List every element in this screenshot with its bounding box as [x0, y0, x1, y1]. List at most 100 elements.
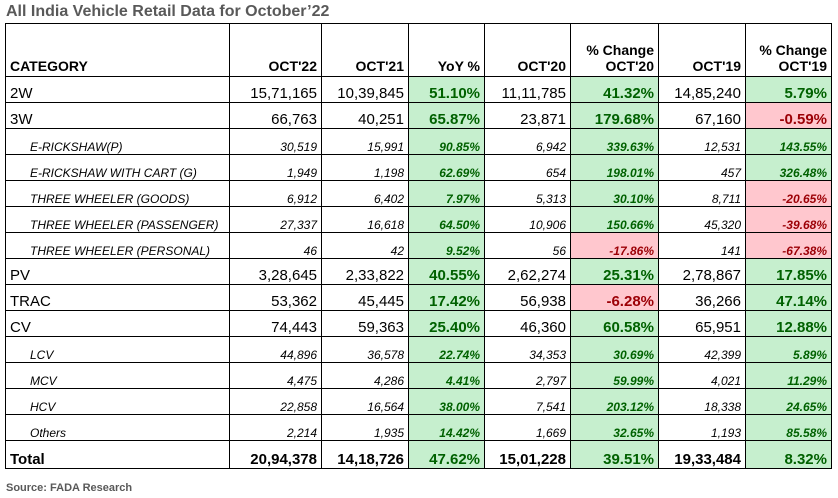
header-oct22: OCT'22 [229, 23, 322, 77]
header-row: CATEGORY OCT'22 OCT'21 YoY % OCT'20 % Ch… [5, 23, 832, 77]
cell-category: THREE WHEELER (PERSONAL) [5, 232, 230, 259]
cell-oct19: 36,266 [658, 284, 746, 311]
cell-change-oct20: -6.28% [570, 284, 659, 311]
cell-oct19: 12,531 [658, 128, 746, 155]
header-oct20: OCT'20 [484, 23, 571, 77]
cell-change-oct20: 203.12% [570, 388, 659, 415]
cell-change-oct20: 150.66% [570, 206, 659, 233]
table-row: MCV 4,475 4,286 4.41% 2,797 59.99% 4,021 11.29% [5, 362, 832, 389]
cell-change-oct19: 5.89% [745, 336, 832, 363]
cell-yoy: 9.52% [408, 232, 485, 259]
table-row: THREE WHEELER (PERSONAL) 46 42 9.52% 56 -17.8… [5, 232, 832, 259]
cell-category: 3W [5, 102, 230, 129]
cell-oct21: 36,578 [321, 336, 409, 363]
cell-change-oct20: 339.63% [570, 128, 659, 155]
cell-oct20: 2,62,274 [484, 258, 571, 285]
cell-oct21: 16,618 [321, 206, 409, 233]
header-oct21: OCT'21 [321, 23, 409, 77]
cell-oct21: 16,564 [321, 388, 409, 415]
cell-change-oct19: 5.79% [745, 76, 832, 103]
cell-oct20: 1,669 [484, 414, 571, 441]
cell-oct19: 42,399 [658, 336, 746, 363]
cell-oct22: 4,475 [229, 362, 322, 389]
table-row: E-RICKSHAW(P) 30,519 15,991 90.85% 6,942 339.… [5, 128, 832, 155]
cell-oct19: 18,338 [658, 388, 746, 415]
cell-oct21: 6,402 [321, 180, 409, 207]
cell-change-oct19: -39.68% [745, 206, 832, 233]
cell-change-oct20: -17.86% [570, 232, 659, 259]
header-oct19: OCT'19 [658, 23, 746, 77]
cell-oct20: 7,541 [484, 388, 571, 415]
cell-oct20: 15,01,228 [484, 440, 571, 469]
cell-oct20: 654 [484, 154, 571, 181]
cell-category: TRAC [5, 284, 230, 311]
cell-change-oct20: 41.32% [570, 76, 659, 103]
cell-change-oct19: 326.48% [745, 154, 832, 181]
cell-yoy: 4.41% [408, 362, 485, 389]
table-title: All India Vehicle Retail Data for Octobe… [6, 3, 330, 20]
cell-yoy: 22.74% [408, 336, 485, 363]
cell-change-oct19: -20.65% [745, 180, 832, 207]
cell-category: CV [5, 310, 230, 337]
cell-oct21: 15,991 [321, 128, 409, 155]
cell-yoy: 40.55% [408, 258, 485, 285]
cell-oct20: 34,353 [484, 336, 571, 363]
cell-oct22: 66,763 [229, 102, 322, 129]
cell-yoy: 90.85% [408, 128, 485, 155]
cell-category: HCV [5, 388, 230, 415]
cell-oct22: 53,362 [229, 284, 322, 311]
cell-yoy: 38.00% [408, 388, 485, 415]
cell-oct22: 2,214 [229, 414, 322, 441]
cell-oct19: 457 [658, 154, 746, 181]
cell-oct21: 14,18,726 [321, 440, 409, 469]
source-note: Source: FADA Research [6, 482, 133, 494]
cell-oct22: 20,94,378 [229, 440, 322, 469]
header-category: CATEGORY [5, 23, 230, 77]
cell-category: 2W [5, 76, 230, 103]
cell-yoy: 47.62% [408, 440, 485, 469]
table-row: Others 2,214 1,935 14.42% 1,669 32.65% 1,193 85… [5, 414, 832, 441]
cell-oct20: 56,938 [484, 284, 571, 311]
cell-oct19: 67,160 [658, 102, 746, 129]
cell-oct22: 30,519 [229, 128, 322, 155]
cell-oct21: 40,251 [321, 102, 409, 129]
cell-oct19: 2,78,867 [658, 258, 746, 285]
table-row: 2W 15,71,165 10,39,845 51.10% 11,11,785 41.32… [5, 76, 832, 103]
cell-category: THREE WHEELER (PASSENGER) [5, 206, 230, 233]
cell-oct19: 45,320 [658, 206, 746, 233]
cell-oct22: 6,912 [229, 180, 322, 207]
cell-oct21: 1,935 [321, 414, 409, 441]
cell-change-oct19: 11.29% [745, 362, 832, 389]
cell-oct22: 46 [229, 232, 322, 259]
cell-change-oct20: 32.65% [570, 414, 659, 441]
header-change-oct19: % Change OCT'19 [745, 23, 832, 77]
cell-oct19: 19,33,484 [658, 440, 746, 469]
vehicle-retail-table: CATEGORY OCT'22 OCT'21 YoY % OCT'20 % Ch… [5, 23, 832, 469]
table-row: LCV 44,896 36,578 22.74% 34,353 30.69% 42,399 5… [5, 336, 832, 363]
cell-yoy: 64.50% [408, 206, 485, 233]
cell-change-oct19: -0.59% [745, 102, 832, 129]
cell-change-oct20: 179.68% [570, 102, 659, 129]
cell-change-oct20: 30.10% [570, 180, 659, 207]
cell-change-oct19: 17.85% [745, 258, 832, 285]
table-row: HCV 22,858 16,564 38.00% 7,541 203.12% 18,338 2… [5, 388, 832, 415]
header-change-oct20: % Change OCT'20 [570, 23, 659, 77]
header-yoy: YoY % [408, 23, 485, 77]
cell-yoy: 51.10% [408, 76, 485, 103]
cell-change-oct20: 60.58% [570, 310, 659, 337]
cell-oct22: 74,443 [229, 310, 322, 337]
cell-category: Total [5, 440, 230, 469]
cell-oct22: 1,949 [229, 154, 322, 181]
cell-oct19: 141 [658, 232, 746, 259]
cell-yoy: 65.87% [408, 102, 485, 129]
cell-oct21: 59,363 [321, 310, 409, 337]
cell-oct22: 27,337 [229, 206, 322, 233]
cell-oct21: 45,445 [321, 284, 409, 311]
cell-category: Others [5, 414, 230, 441]
cell-oct20: 6,942 [484, 128, 571, 155]
cell-yoy: 62.69% [408, 154, 485, 181]
cell-oct21: 4,286 [321, 362, 409, 389]
cell-change-oct20: 39.51% [570, 440, 659, 469]
total-row: Total 20,94,378 14,18,726 47.62% 15,01,228 39… [5, 440, 832, 469]
cell-oct20: 10,906 [484, 206, 571, 233]
